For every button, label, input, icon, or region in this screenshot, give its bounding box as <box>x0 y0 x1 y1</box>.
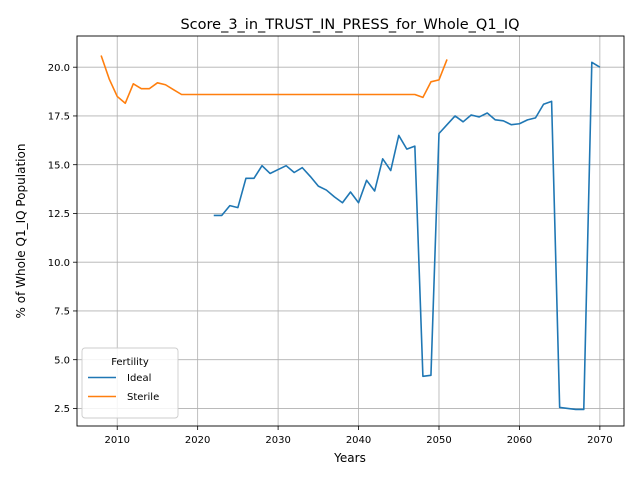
y-tick-label: 12.5 <box>48 209 70 220</box>
y-tick-label: 2.5 <box>54 404 70 415</box>
chart-title: Score_3_in_TRUST_IN_PRESS_for_Whole_Q1_I… <box>180 17 519 33</box>
series-line-sterile <box>100 55 448 105</box>
x-axis-label: Years <box>333 451 366 465</box>
x-tick-label: 2020 <box>185 435 210 446</box>
y-tick-label: 20.0 <box>48 63 70 74</box>
series-lines <box>100 55 601 411</box>
y-tick-label: 5.0 <box>54 355 70 366</box>
y-tick-label: 7.5 <box>54 307 70 318</box>
grid <box>77 36 624 426</box>
x-tick-label: 2030 <box>265 435 290 446</box>
legend: Fertility Ideal Sterile <box>81 347 179 419</box>
x-tick-label: 2050 <box>426 435 451 446</box>
x-tick-label: 2040 <box>346 435 371 446</box>
legend-title: Fertility <box>111 357 149 368</box>
y-tick-label: 10.0 <box>48 258 70 269</box>
x-axis-ticks: 2010 2020 2030 2040 2050 2060 2070 <box>104 426 613 446</box>
series-line-ideal <box>213 61 601 411</box>
y-tick-label: 15.0 <box>48 160 70 171</box>
legend-label-sterile: Sterile <box>127 392 159 403</box>
y-axis-ticks: 2.5 5.0 7.5 10.0 12.5 15.0 17.5 20.0 <box>48 63 77 415</box>
y-tick-label: 17.5 <box>48 112 70 123</box>
x-tick-label: 2010 <box>104 435 129 446</box>
legend-label-ideal: Ideal <box>127 373 151 384</box>
plot-frame <box>76 35 625 427</box>
x-tick-label: 2060 <box>507 435 532 446</box>
x-tick-label: 2070 <box>587 435 612 446</box>
y-axis-label: % of Whole Q1_IQ Population <box>14 144 28 319</box>
legend-box <box>81 347 179 419</box>
